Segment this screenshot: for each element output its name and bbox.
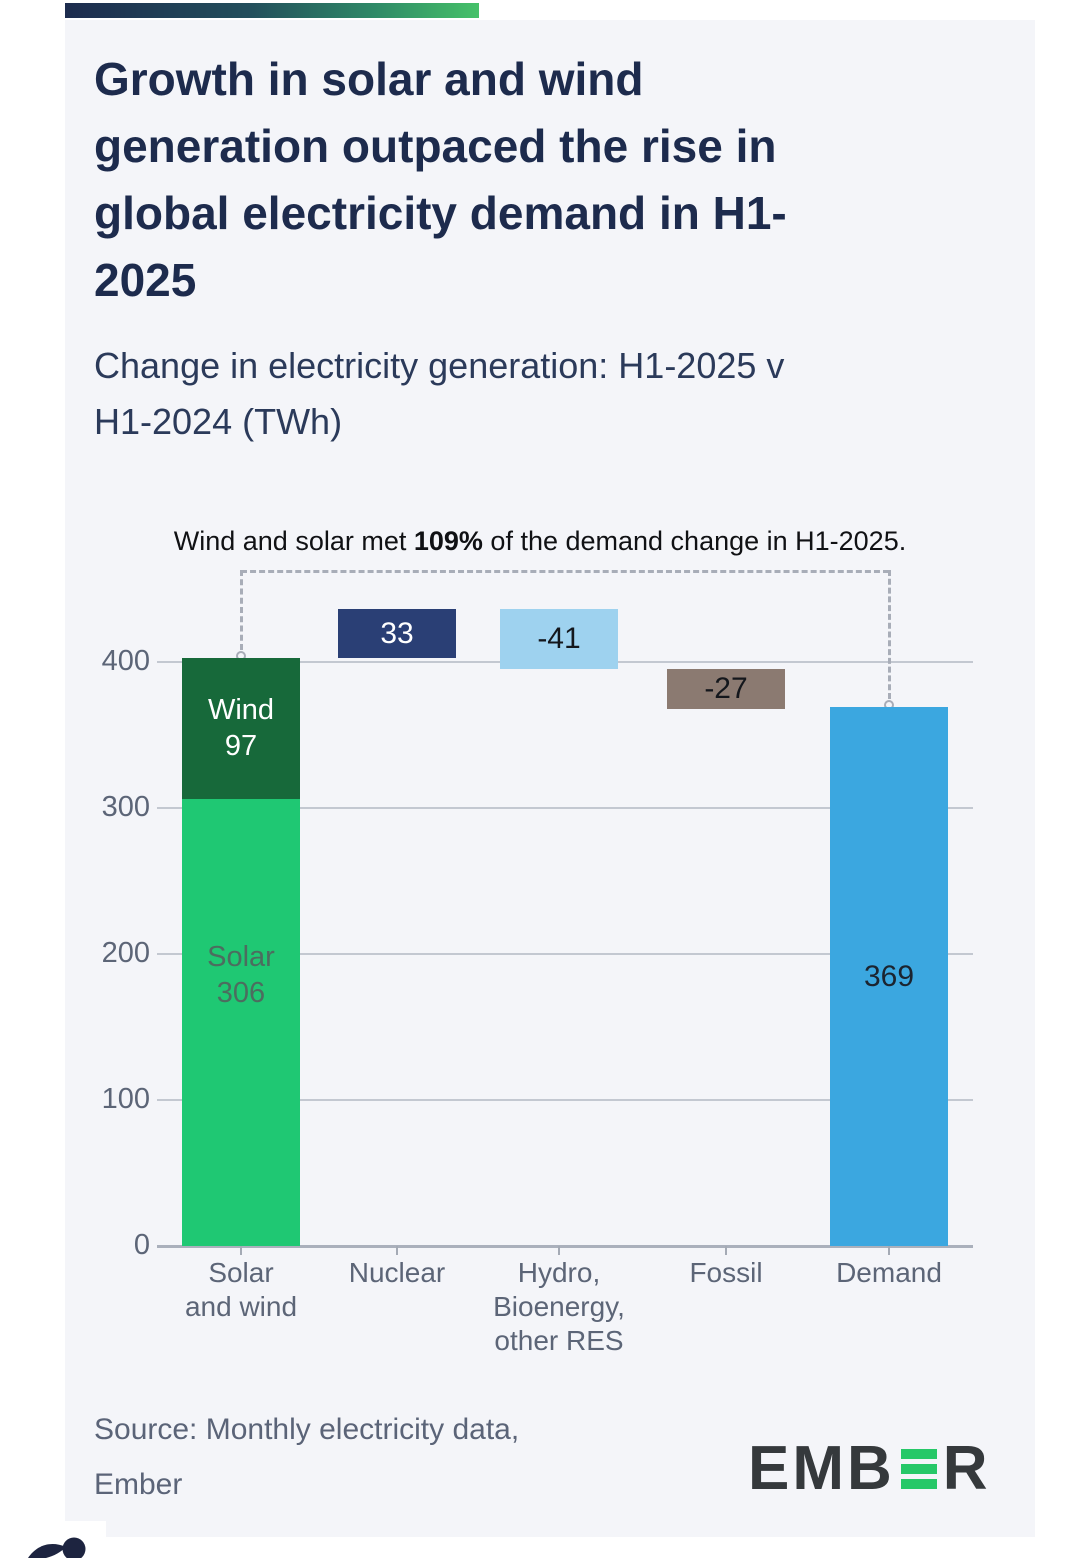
bar-segment-label-solar: Solar 306 — [207, 940, 275, 1009]
bar-segment-wind[interactable]: Wind 97 — [182, 657, 300, 800]
connector-line-horizontal — [241, 570, 889, 573]
bar-segment-solar[interactable]: Solar 306 — [182, 799, 300, 1246]
y-tick-label-200: 200 — [101, 937, 150, 969]
x-axis-tick — [240, 1246, 242, 1255]
x-axis-tick — [888, 1246, 890, 1255]
annotation-prefix: Wind and solar met — [173, 526, 414, 556]
chart-subtitle: Change in electricity generation: H1-202… — [94, 345, 785, 442]
bar-segment-label-wind: Wind 97 — [207, 694, 275, 763]
connector-line-right — [888, 570, 891, 700]
x-axis-label: Nuclear — [348, 1257, 446, 1288]
bar-hydro-bioenergy-other-res[interactable]: -41 — [500, 609, 618, 670]
top-accent-bar — [65, 3, 479, 18]
bar-demand[interactable]: 369 — [830, 707, 948, 1246]
x-axis-label: Solar and wind — [184, 1257, 298, 1322]
y-tick-label-300: 300 — [101, 791, 150, 823]
source-note: Source: Monthly electricity data, Ember — [94, 1413, 520, 1501]
y-tick-label-100: 100 — [101, 1083, 150, 1115]
annotation-suffix: of the demand change in H1-2025. — [482, 526, 907, 556]
bar-value-label: -41 — [537, 622, 581, 656]
bar-fossil[interactable]: -27 — [667, 669, 785, 709]
chart-annotation: Wind and solar met 109% of the demand ch… — [85, 524, 995, 558]
connector-line-left — [240, 570, 243, 650]
y-gridline-200 — [157, 953, 973, 955]
ember-logo-e-bars-icon — [900, 1446, 937, 1492]
annotation-highlight: 109% — [413, 526, 483, 556]
y-tick-label-0: 0 — [133, 1229, 150, 1261]
y-tick-label-400: 400 — [101, 645, 150, 677]
ember-logo-text-r: R — [942, 1434, 991, 1503]
bar-value-label: 33 — [380, 616, 414, 650]
x-axis-label: Fossil — [689, 1257, 763, 1288]
chart-title: Growth in solar and wind generation outp… — [94, 53, 787, 306]
ember-logo: EMB R — [748, 1434, 991, 1503]
y-gridline-100 — [157, 1099, 973, 1101]
decorative-leaf-shape — [28, 1537, 86, 1558]
bar-nuclear[interactable]: 33 — [338, 609, 456, 658]
x-axis-tick — [396, 1246, 398, 1255]
bar-value-label: 369 — [863, 959, 915, 993]
x-axis-tick — [558, 1246, 560, 1255]
y-gridline-300 — [157, 807, 973, 809]
bar-value-label: -27 — [704, 672, 748, 705]
x-axis-tick — [725, 1246, 727, 1255]
ember-logo-text-emb: EMB — [748, 1434, 895, 1503]
x-axis-label: Hydro, Bioenergy, other RES — [493, 1257, 625, 1356]
y-gridline-0 — [157, 1244, 973, 1248]
x-axis-label: Demand — [836, 1257, 942, 1288]
card-corner-notch — [65, 1521, 106, 1537]
